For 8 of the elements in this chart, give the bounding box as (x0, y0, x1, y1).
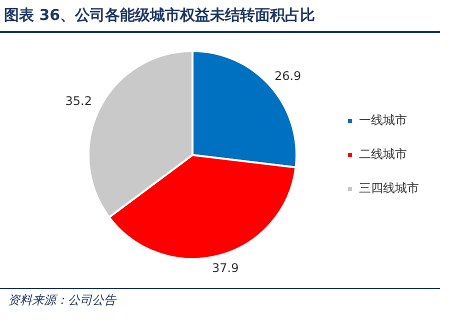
data-label: 26.9 (274, 68, 302, 83)
legend-label: 一线城市 (359, 113, 407, 128)
data-label: 37.9 (212, 261, 239, 276)
chart-title: 图表 36、公司各能级城市权益未结转面积占比 (4, 6, 316, 25)
text: 资料来源：公司公告 (8, 292, 116, 309)
data-label: 35.2 (65, 94, 92, 108)
legend-label: 二线城市 (359, 147, 407, 162)
legend-label: 三四线城市 (359, 181, 419, 196)
